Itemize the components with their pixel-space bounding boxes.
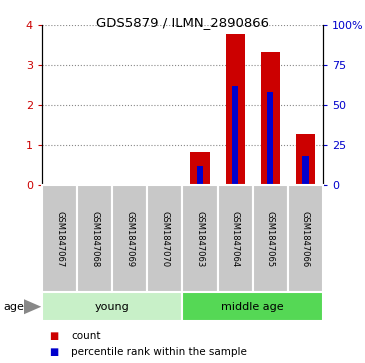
Text: GSM1847068: GSM1847068 [90,211,99,267]
Bar [288,185,323,292]
Text: age: age [4,302,24,312]
Text: ■: ■ [49,331,58,341]
Text: percentile rank within the sample: percentile rank within the sample [71,347,247,357]
Bar [261,52,280,185]
Bar [302,156,309,185]
Bar [42,292,182,321]
Text: GSM1847066: GSM1847066 [301,211,310,267]
Bar [296,134,315,185]
Text: count: count [71,331,101,341]
Bar [182,292,323,321]
Bar [197,166,203,185]
Bar [253,185,288,292]
Bar [218,185,253,292]
Text: GSM1847065: GSM1847065 [266,211,275,267]
Text: GDS5879 / ILMN_2890866: GDS5879 / ILMN_2890866 [96,16,269,29]
Bar [42,185,77,292]
Bar [232,86,238,185]
Text: GSM1847067: GSM1847067 [55,211,64,267]
Bar [182,185,218,292]
Text: middle age: middle age [222,302,284,312]
Bar [191,152,210,185]
Text: GSM1847069: GSM1847069 [125,211,134,267]
Bar [77,185,112,292]
Bar [267,93,273,185]
Text: GSM1847070: GSM1847070 [161,211,169,267]
Text: young: young [95,302,130,312]
Polygon shape [24,299,41,314]
Text: GSM1847064: GSM1847064 [231,211,240,267]
Text: GSM1847063: GSM1847063 [196,211,204,267]
Bar [147,185,182,292]
Text: ■: ■ [49,347,58,357]
Bar [112,185,147,292]
Bar [226,34,245,185]
